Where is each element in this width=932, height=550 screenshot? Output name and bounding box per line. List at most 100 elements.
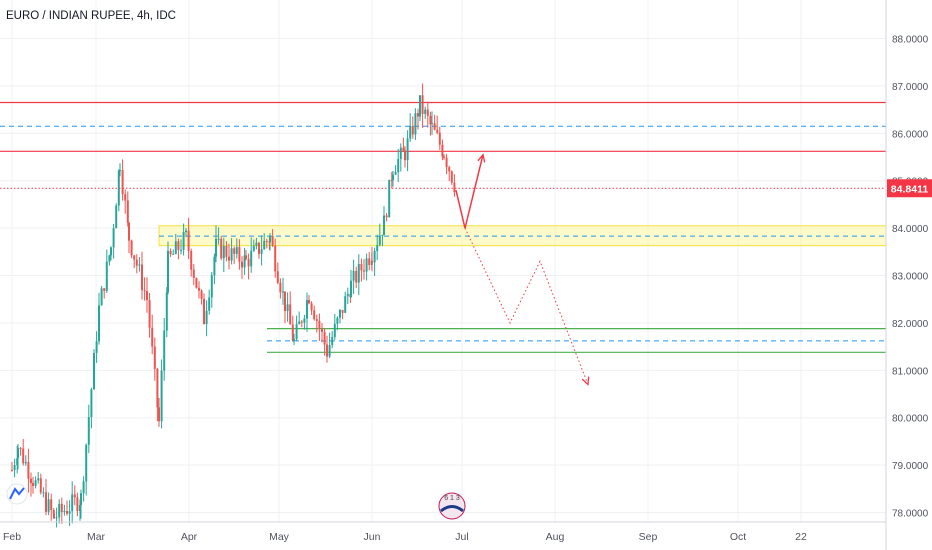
candle-body — [172, 253, 175, 255]
candle-body — [373, 251, 376, 263]
candle-body — [27, 462, 30, 479]
candle-body — [66, 511, 68, 514]
candle-body — [60, 503, 63, 512]
candle-body — [105, 261, 108, 291]
candles-group — [11, 83, 456, 528]
candle-body — [411, 125, 414, 135]
candle-body — [431, 123, 433, 125]
candle-body — [438, 132, 441, 145]
y-tick-label: 80.0000 — [892, 414, 929, 425]
candle-body — [169, 250, 172, 255]
candle-body — [409, 125, 412, 139]
candle-body — [252, 245, 255, 251]
candle-body — [230, 248, 233, 261]
candle-body — [146, 291, 148, 301]
candle-body — [50, 499, 53, 511]
candle-body — [397, 158, 400, 173]
candle-body — [235, 247, 238, 254]
candle-body — [153, 346, 156, 369]
candle-body — [213, 256, 216, 276]
candle-body — [346, 293, 349, 297]
candle-body — [445, 157, 448, 168]
candle-body — [241, 261, 243, 268]
candle-body — [381, 234, 384, 236]
x-tick-label: Aug — [546, 531, 565, 543]
candle-body — [210, 275, 213, 298]
candle-body — [258, 242, 260, 254]
projection-arrowhead — [477, 153, 486, 163]
y-tick-label: 88.0000 — [892, 35, 929, 46]
candle-body — [163, 330, 166, 371]
candle-body — [110, 247, 112, 256]
candle-body — [368, 258, 371, 265]
candle-body — [87, 417, 90, 445]
candle-body — [17, 448, 19, 459]
projection-path[interactable] — [464, 227, 589, 385]
candle-body — [433, 123, 436, 130]
y-tick-label: 86.0000 — [892, 129, 929, 140]
candle-body — [448, 167, 451, 172]
candle-body — [182, 232, 185, 250]
candle-body — [222, 246, 225, 259]
candle-body — [47, 499, 50, 512]
candle-body — [71, 494, 74, 512]
candle-body — [148, 300, 151, 328]
candle-body — [42, 492, 45, 494]
candle-body — [339, 309, 341, 318]
candle-body — [295, 324, 298, 340]
candle-body — [443, 156, 445, 158]
candle-body — [80, 493, 82, 506]
candle-body — [282, 291, 284, 293]
candle-body — [82, 481, 85, 494]
candle-body — [303, 318, 306, 323]
candle-body — [151, 327, 154, 347]
candle-body — [185, 230, 187, 233]
candle-body — [115, 205, 118, 229]
candle-body — [165, 292, 168, 331]
candle-body — [167, 250, 169, 293]
candle-body — [133, 255, 136, 260]
tradingview-logo-icon[interactable] — [6, 483, 28, 505]
candle-body — [215, 238, 217, 257]
candle-body — [124, 194, 127, 201]
candle-body — [385, 215, 388, 218]
candle-body — [73, 494, 76, 498]
candle-body — [126, 200, 129, 223]
candle-body — [378, 235, 381, 246]
y-tick-label: 79.0000 — [892, 461, 929, 472]
x-tick-label: 22 — [795, 531, 807, 543]
candle-body — [260, 249, 263, 254]
candle-body — [85, 444, 88, 482]
candle-body — [76, 497, 79, 511]
candle-body — [417, 113, 419, 117]
candle-body — [34, 480, 37, 486]
candle-body — [355, 270, 358, 283]
chart-title: EURO / INDIAN RUPEE, 4h, IDC — [6, 10, 176, 22]
candle-body — [243, 255, 246, 268]
x-tick-label: Mar — [87, 531, 106, 543]
candle-body — [30, 478, 32, 484]
candle-body — [390, 179, 393, 181]
candle-body — [394, 172, 397, 175]
candle-body — [55, 517, 58, 519]
candle-body — [24, 462, 27, 464]
candle-body — [271, 236, 274, 246]
x-tick-label: Sep — [639, 531, 658, 543]
candle-body — [195, 277, 198, 288]
candle-body — [117, 170, 120, 206]
projection-arrowhead — [581, 376, 590, 386]
candle-body — [93, 352, 95, 390]
candle-body — [32, 483, 34, 486]
candle-body — [306, 300, 308, 319]
candle-body — [376, 245, 379, 252]
candle-body — [58, 503, 61, 518]
candle-body — [130, 240, 133, 256]
candle-body — [200, 290, 203, 299]
candle-body — [53, 513, 55, 519]
candle-body — [352, 270, 355, 281]
candle-body — [308, 300, 310, 304]
candle-body — [119, 170, 121, 172]
candle-body — [450, 171, 453, 183]
